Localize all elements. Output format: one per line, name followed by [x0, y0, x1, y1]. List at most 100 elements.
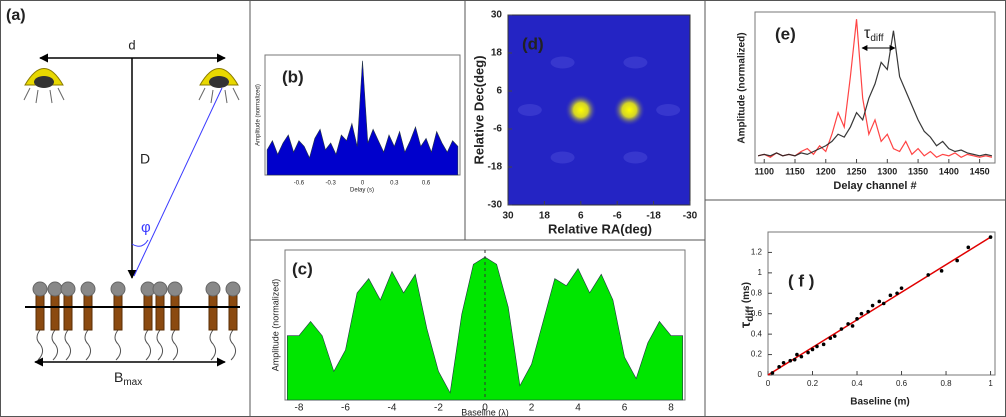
plot-frame — [754, 11, 996, 164]
x-tick-label: 18 — [539, 211, 551, 222]
x-tick-label: 0.2 — [807, 379, 819, 388]
antenna-mast — [143, 291, 153, 331]
point — [870, 303, 875, 308]
antenna-mast — [228, 291, 238, 331]
point — [828, 336, 833, 341]
antenna-head — [205, 281, 221, 297]
point — [939, 269, 944, 273]
point — [859, 311, 864, 316]
ray — [133, 87, 223, 277]
point — [770, 371, 775, 375]
y-label-sub: diff — [745, 305, 756, 321]
x-tick-label: -0.3 — [326, 181, 337, 187]
panel-label: ( f ) — [788, 271, 814, 290]
fit-line — [767, 236, 991, 376]
antenna-feed — [64, 329, 72, 361]
chart-panel: -8 -6 -4 -2 0 2 4 6 8 (c) Baseline (λ) Amplitude (n… — [270, 249, 686, 417]
antenna-mast — [170, 291, 180, 331]
telescope — [198, 68, 240, 104]
point — [866, 309, 870, 314]
source — [564, 94, 597, 126]
chart-panel: -0.6 -0.3 0 0.3 0.6 (b) Delay (s) Amplitude (no… — [256, 54, 461, 194]
antenna-feed — [84, 329, 92, 361]
antenna-mast — [208, 291, 218, 331]
panel-label: (c) — [292, 259, 313, 278]
x-tick-label: -0.6 — [294, 181, 305, 187]
sidelobe — [656, 104, 681, 116]
antenna-feed — [156, 329, 164, 361]
point — [799, 354, 804, 359]
antenna-head — [225, 281, 241, 297]
antenna-feed — [229, 329, 237, 361]
y-label-main: τ — [737, 321, 753, 328]
panel-label: (b) — [282, 67, 304, 86]
point — [792, 357, 797, 362]
antenna-head — [152, 281, 168, 297]
bmax-main: B — [114, 369, 123, 385]
x-tick-label: 4 — [575, 403, 581, 414]
point — [806, 350, 810, 355]
point — [926, 273, 931, 277]
x-tick-label: -4 — [388, 403, 397, 414]
x-tick-label: 1350 — [908, 166, 928, 176]
point — [888, 293, 893, 298]
x-tick-label: -18 — [646, 211, 661, 222]
antenna-mast — [113, 291, 123, 331]
x-tick-label: -6 — [613, 211, 622, 222]
point — [810, 347, 815, 352]
antenna-head — [110, 281, 126, 297]
x-axis-label: Baseline (m) — [850, 397, 909, 408]
antenna-feed — [36, 329, 44, 361]
x-tick-label: 30 — [502, 211, 514, 222]
x-tick-label: 8 — [668, 403, 674, 414]
panel-label: (e) — [775, 24, 796, 43]
sidelobe — [550, 151, 575, 164]
y-tick-label: 0.8 — [751, 288, 763, 297]
telescope — [23, 68, 65, 104]
area — [266, 60, 459, 176]
annotation: τdiff — [864, 25, 884, 43]
x-tick-label: 0.6 — [422, 181, 431, 187]
d-label: d — [128, 37, 135, 52]
x-axis-label: Relative RA(deg) — [548, 221, 652, 236]
point — [966, 245, 971, 250]
phi-label: φ — [141, 219, 151, 236]
point — [850, 324, 855, 328]
y-axis-label: Relative Dec(deg) — [471, 55, 486, 164]
antenna-mast — [63, 291, 73, 331]
point — [899, 286, 904, 290]
x-axis-label: Baseline (λ) — [461, 407, 509, 417]
x-axis-label: Delay channel # — [833, 180, 916, 192]
antenna-feed — [144, 329, 152, 361]
x-tick-label: 1100 — [754, 166, 774, 176]
point — [855, 317, 859, 321]
bmax-label: Bmax — [114, 369, 142, 388]
x-tick-label: 0 — [766, 379, 771, 388]
y-axis-label: τdiff (ms) — [737, 282, 756, 328]
sidelobe — [517, 104, 542, 116]
point — [788, 358, 793, 363]
x-tick-label: 6 — [622, 403, 628, 414]
chart-panel: 1100 1150 1200 1250 1300 1350 1400 1450 τdiff (e)… — [737, 11, 996, 192]
y-tick-label: 0 — [758, 370, 763, 379]
x-tick-label: 0 — [482, 403, 488, 414]
y-tick-label: 18 — [491, 48, 503, 59]
x-tick-label: -30 — [683, 211, 698, 222]
antenna-mast — [155, 291, 165, 331]
point — [832, 334, 837, 338]
antenna-feed — [171, 329, 179, 361]
x-tick-label: 1250 — [847, 166, 867, 176]
annotation-sub: diff — [870, 33, 883, 44]
y-tick-label: 6 — [496, 86, 502, 97]
y-tick-label: -30 — [488, 200, 503, 211]
sidelobe — [623, 56, 648, 69]
point — [988, 235, 993, 239]
x-tick-label: 0.4 — [851, 379, 863, 388]
y-axis-label: Amplitude (normalized) — [737, 32, 748, 143]
point — [955, 258, 959, 263]
y-axis-label: Amplitude (normalized) — [256, 84, 262, 146]
point — [881, 301, 886, 306]
x-tick-label: 1400 — [939, 166, 959, 176]
